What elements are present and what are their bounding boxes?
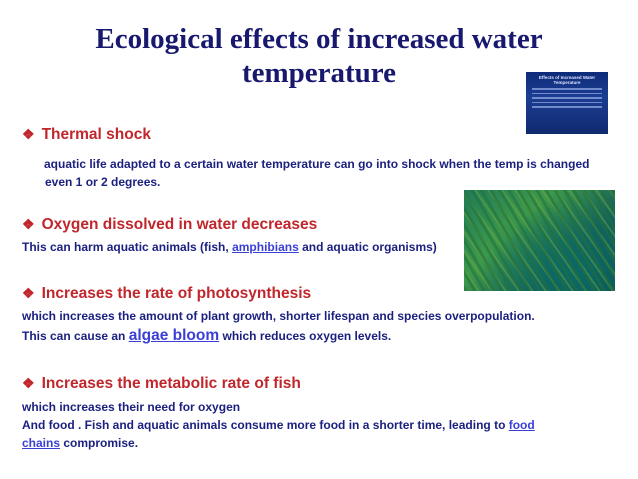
section-body: which increases the amount of plant grow… [22, 307, 535, 346]
body-line: This can cause an algae bloom which redu… [22, 326, 535, 346]
title-line-1: Ecological effects of increased water [95, 23, 543, 55]
algae-bloom-link[interactable]: algae bloom [128, 327, 220, 344]
body-line: aquatic life adapted to a certain water … [44, 157, 590, 171]
diamond-bullet-icon: ❖ [22, 285, 35, 301]
algae-water-photo [464, 190, 615, 291]
body-text: This can cause an [22, 329, 129, 343]
bullet-photosynthesis: ❖ Increases the rate of photosynthesis [22, 285, 311, 303]
bullet-thermal-shock: ❖ Thermal shock [22, 126, 151, 144]
diamond-bullet-icon: ❖ [22, 216, 35, 232]
section-heading: Thermal shock [41, 126, 151, 143]
thumbnail-text-line [532, 101, 602, 103]
body-text: and aquatic organisms) [298, 240, 437, 254]
section-body: which increases their need for oxygen An… [22, 398, 535, 452]
section-body: This can harm aquatic animals (fish, amp… [22, 238, 437, 256]
title-line-2: temperature [241, 57, 397, 89]
section-body: aquatic life adapted to a certain water … [44, 155, 589, 191]
body-line: which increases the amount of plant grow… [22, 309, 535, 323]
section-heading: Oxygen dissolved in water decreases [41, 216, 318, 233]
section-heading: Increases the rate of photosynthesis [41, 285, 312, 302]
body-line: And food . Fish and aquatic animals cons… [22, 416, 535, 434]
thumbnail-text-line [532, 97, 602, 99]
body-text: This can harm aquatic animals (fish, [22, 240, 233, 254]
amphibians-link[interactable]: amphibians [232, 240, 299, 254]
slide-thumbnail: Effects of Increased Water Temperature [526, 72, 608, 134]
body-text: compromise. [60, 436, 139, 450]
bullet-metabolic-rate: ❖ Increases the metabolic rate of fish [22, 375, 301, 393]
diamond-bullet-icon: ❖ [22, 126, 35, 142]
body-text: which reduces oxygen levels. [219, 329, 392, 343]
body-line: which increases their need for oxygen [22, 400, 241, 414]
section-heading: Increases the metabolic rate of fish [41, 375, 301, 392]
chains-link[interactable]: chains [22, 436, 61, 450]
thumbnail-title: Effects of Increased Water Temperature [538, 75, 596, 85]
thumbnail-text-line [532, 88, 602, 90]
body-line: chains compromise. [22, 434, 535, 452]
body-line: even 1 or 2 degrees. [45, 175, 161, 189]
bullet-oxygen-dissolved: ❖ Oxygen dissolved in water decreases [22, 216, 317, 234]
thumbnail-text-line [532, 106, 602, 108]
body-text: And food . Fish and aquatic animals cons… [22, 418, 509, 432]
thumbnail-text-line [532, 92, 602, 94]
slide-title: Ecological effects of increased water te… [0, 22, 638, 90]
food-link[interactable]: food [508, 418, 535, 432]
diamond-bullet-icon: ❖ [22, 375, 35, 391]
